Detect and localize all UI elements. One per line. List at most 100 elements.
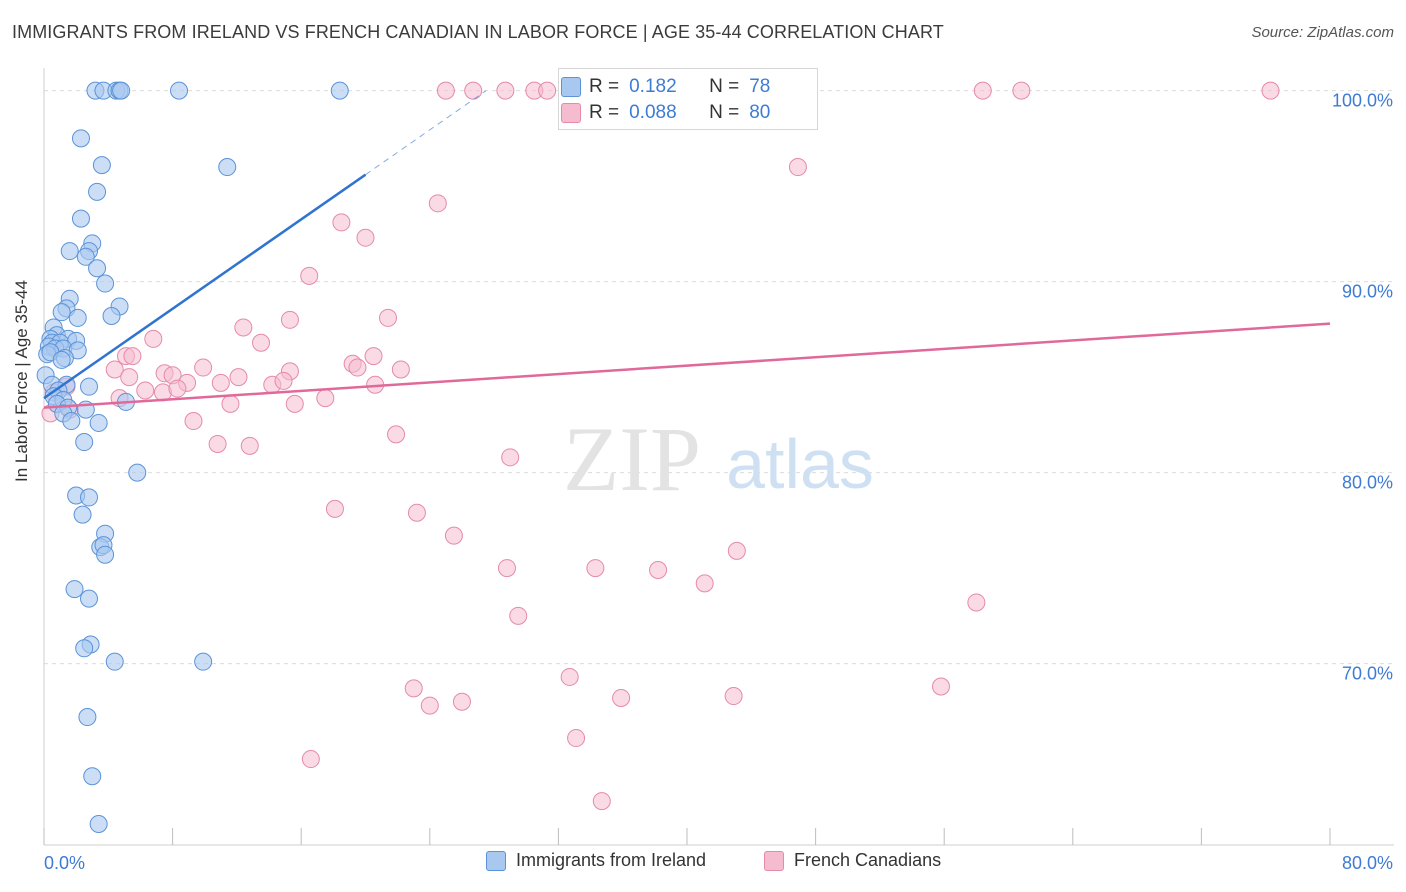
point-french-canadians bbox=[436, 81, 455, 100]
point-immigrants-from-ireland bbox=[96, 274, 115, 293]
x-tick-label-max: 80.0% bbox=[1342, 853, 1393, 873]
point-immigrants-from-ireland bbox=[80, 488, 99, 507]
y-tick-label: 70.0% bbox=[1342, 664, 1393, 684]
legend-swatch-ireland bbox=[486, 850, 506, 871]
point-french-canadians bbox=[391, 360, 410, 379]
chart-title: IMMIGRANTS FROM IRELAND VS FRENCH CANADI… bbox=[12, 22, 944, 42]
n-value: 80 bbox=[749, 102, 771, 123]
point-french-canadians bbox=[325, 499, 344, 518]
zipatlas-watermark: ZIP atlas bbox=[563, 408, 874, 510]
point-french-canadians bbox=[184, 412, 203, 431]
point-french-canadians bbox=[221, 394, 240, 413]
point-immigrants-from-ireland bbox=[96, 545, 115, 564]
point-immigrants-from-ireland bbox=[88, 259, 107, 278]
stats-row-ireland: R = 0.182 N = 78 bbox=[561, 74, 771, 100]
watermark-zip: ZIP bbox=[563, 408, 701, 510]
point-french-canadians bbox=[144, 329, 163, 348]
point-immigrants-from-ireland bbox=[73, 505, 92, 524]
point-french-canadians bbox=[285, 394, 304, 413]
point-immigrants-from-ireland bbox=[71, 129, 90, 148]
trend-line-extension-ireland bbox=[365, 90, 487, 176]
axes bbox=[43, 68, 1394, 846]
point-french-canadians bbox=[612, 688, 631, 707]
point-french-canadians bbox=[274, 371, 293, 390]
r-label: R = bbox=[589, 102, 620, 123]
point-french-canadians bbox=[444, 526, 463, 545]
point-french-canadians bbox=[136, 381, 155, 400]
point-french-canadians bbox=[300, 266, 319, 285]
point-french-canadians bbox=[387, 425, 406, 444]
point-french-canadians bbox=[356, 228, 375, 247]
point-immigrants-from-ireland bbox=[92, 156, 111, 175]
point-french-canadians bbox=[301, 750, 320, 769]
point-french-canadians bbox=[967, 593, 986, 612]
point-french-canadians bbox=[364, 347, 383, 366]
point-immigrants-from-ireland bbox=[330, 81, 349, 100]
watermark-atlas: atlas bbox=[726, 425, 874, 503]
point-french-canadians bbox=[724, 687, 743, 706]
n-label: N = bbox=[709, 102, 740, 123]
point-french-canadians bbox=[332, 213, 351, 232]
point-french-canadians bbox=[428, 194, 447, 213]
point-immigrants-from-ireland bbox=[75, 639, 94, 658]
n-value: 78 bbox=[749, 76, 771, 97]
y-tick-label: 80.0% bbox=[1342, 473, 1393, 493]
point-french-canadians bbox=[252, 333, 271, 352]
point-immigrants-from-ireland bbox=[194, 652, 213, 671]
point-immigrants-from-ireland bbox=[76, 247, 95, 266]
point-immigrants-from-ireland bbox=[62, 412, 81, 431]
point-french-canadians bbox=[695, 574, 714, 593]
chart-legend: Immigrants from Ireland French Canadians bbox=[0, 850, 1406, 880]
point-french-canadians bbox=[420, 696, 439, 715]
point-immigrants-from-ireland bbox=[112, 81, 131, 100]
point-french-canadians bbox=[509, 606, 528, 625]
point-immigrants-from-ireland bbox=[80, 377, 99, 396]
legend-swatch-french bbox=[764, 850, 784, 871]
series-immigrants-from-ireland bbox=[36, 81, 349, 833]
point-immigrants-from-ireland bbox=[89, 413, 108, 432]
trend-lines bbox=[43, 90, 1331, 409]
point-french-canadians bbox=[120, 368, 139, 387]
point-french-canadians bbox=[316, 389, 335, 408]
trend-line-immigrants-from-ireland bbox=[43, 173, 367, 400]
tick-labels: 70.0% 80.0% 90.0% 100.0% 0.0% 80.0% bbox=[44, 91, 1393, 873]
point-immigrants-from-ireland bbox=[218, 158, 237, 177]
point-immigrants-from-ireland bbox=[88, 182, 107, 201]
point-french-canadians bbox=[348, 358, 367, 377]
stats-row-french: R = 0.088 N = 80 bbox=[561, 100, 771, 126]
point-french-canadians bbox=[973, 81, 992, 100]
point-french-canadians bbox=[649, 560, 668, 579]
point-immigrants-from-ireland bbox=[75, 433, 94, 452]
point-french-canadians bbox=[496, 81, 515, 100]
point-immigrants-from-ireland bbox=[102, 306, 121, 325]
r-label: R = bbox=[589, 76, 620, 97]
point-french-canadians bbox=[464, 81, 483, 100]
point-french-canadians bbox=[234, 318, 253, 337]
point-french-canadians bbox=[931, 677, 950, 696]
legend-item-ireland[interactable]: Immigrants from Ireland bbox=[486, 850, 706, 871]
legend-label-french: French Canadians bbox=[794, 850, 942, 870]
r-value: 0.182 bbox=[629, 76, 677, 97]
point-french-canadians bbox=[240, 436, 259, 455]
point-french-canadians bbox=[586, 559, 605, 578]
point-french-canadians bbox=[211, 373, 230, 392]
point-french-canadians bbox=[229, 368, 248, 387]
n-label: N = bbox=[709, 76, 740, 97]
point-french-canadians bbox=[567, 729, 586, 748]
r-value: 0.088 bbox=[629, 102, 677, 123]
point-french-canadians bbox=[501, 448, 520, 467]
point-french-canadians bbox=[123, 347, 142, 366]
point-immigrants-from-ireland bbox=[78, 708, 97, 727]
point-immigrants-from-ireland bbox=[83, 767, 102, 786]
legend-item-french[interactable]: French Canadians bbox=[764, 850, 941, 871]
source-credit: Source: ZipAtlas.com bbox=[1251, 24, 1394, 41]
point-immigrants-from-ireland bbox=[52, 350, 71, 369]
point-french-canadians bbox=[592, 792, 611, 811]
point-immigrants-from-ireland bbox=[68, 308, 87, 327]
point-immigrants-from-ireland bbox=[128, 463, 147, 482]
point-french-canadians bbox=[560, 667, 579, 686]
point-french-canadians bbox=[452, 692, 471, 711]
point-french-canadians bbox=[497, 559, 516, 578]
point-french-canadians bbox=[1012, 81, 1031, 100]
